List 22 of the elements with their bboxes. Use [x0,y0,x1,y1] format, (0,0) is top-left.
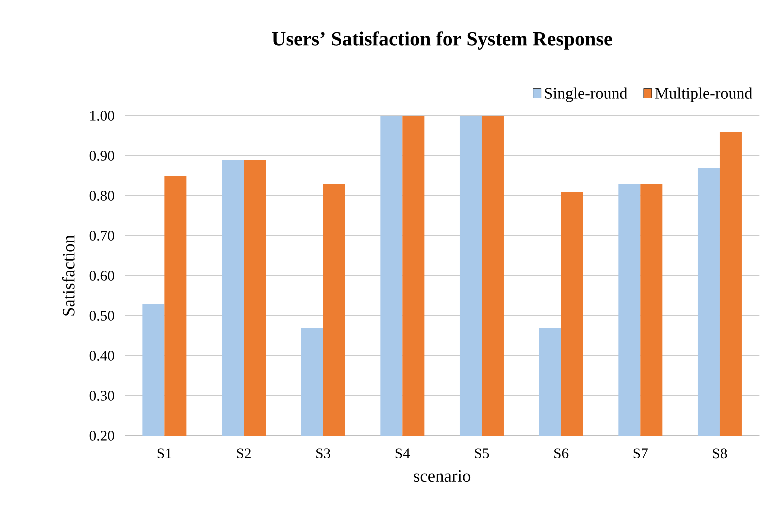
y-tick-label: 0.70 [90,231,114,241]
x-tick-label: S5 [475,448,490,459]
y-tick-label: 0.30 [90,391,114,401]
x-tick-label: S3 [316,448,330,459]
x-tick-label: S4 [396,448,410,459]
y-axis-title: Satisfaction [62,235,75,316]
x-tick-label: S6 [554,448,569,459]
chart-title: Users’ Satisfaction for System Response [272,32,612,50]
x-tick-label: S8 [713,448,728,459]
y-tick-label: 0.40 [90,351,114,361]
y-tick-label: 0.50 [90,311,114,321]
legend-label: Single-round [545,88,628,102]
x-axis-title: scenario [414,470,471,482]
x-tick-label: S7 [634,448,648,459]
x-tick-label: S2 [237,448,251,459]
legend-label: Multiple-round [655,88,753,102]
x-tick-label: S1 [158,448,172,459]
y-tick-label: 0.60 [90,271,114,281]
y-tick-label: 0.20 [90,431,114,441]
y-tick-label: 0.90 [90,151,114,161]
y-tick-label: 0.80 [90,191,114,201]
y-tick-label: 1.00 [90,111,114,121]
